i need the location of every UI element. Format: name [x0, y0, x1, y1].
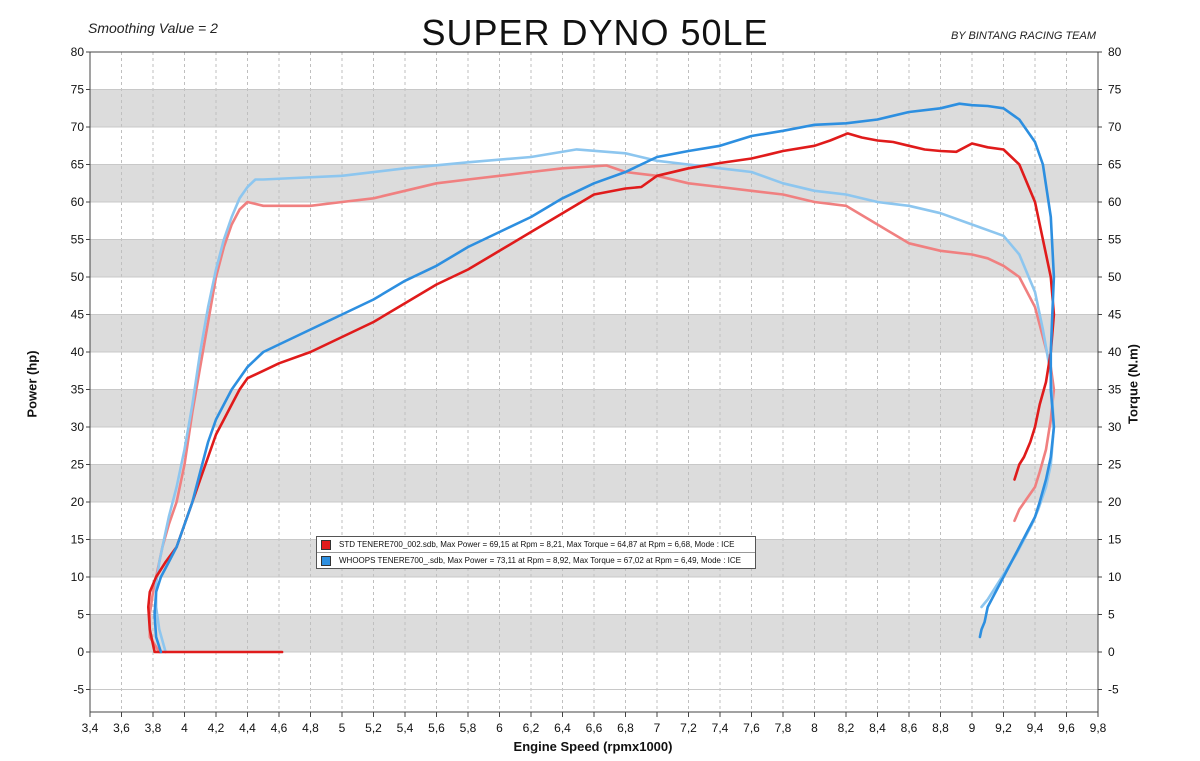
x-tick-label: 3,8 — [145, 721, 162, 735]
legend-swatch-whoops — [321, 555, 331, 566]
y-tick-label-right: 45 — [1108, 308, 1122, 322]
y-tick-label-right: 20 — [1108, 495, 1122, 509]
x-tick-label: 4,8 — [302, 721, 319, 735]
x-tick-label: 3,4 — [82, 721, 99, 735]
x-tick-label: 8,6 — [901, 721, 918, 735]
x-tick-label: 5,4 — [397, 721, 414, 735]
legend-label-whoops: WHOOPS TENERE700_.sdb, Max Power = 73,11… — [339, 556, 741, 565]
x-tick-label: 4,6 — [271, 721, 288, 735]
x-axis-title: Engine Speed (rpmx1000) — [513, 739, 673, 754]
x-tick-label: 9,6 — [1058, 721, 1075, 735]
y-tick-label-right: 60 — [1108, 195, 1122, 209]
whoops-torque-line — [154, 148, 1056, 654]
x-tick-label: 8,8 — [932, 721, 949, 735]
y-tick-label-left: 80 — [71, 45, 85, 59]
y-tick-label-right: 25 — [1108, 458, 1122, 472]
y-tick-label-left: 55 — [71, 233, 85, 247]
x-tick-label: 4 — [181, 721, 188, 735]
x-tick-label: 7,4 — [712, 721, 729, 735]
x-tick-label: 5,8 — [460, 721, 477, 735]
x-tick-label: 6,6 — [586, 721, 603, 735]
y-tick-label-left: 30 — [71, 420, 85, 434]
grid-band — [90, 614, 1098, 652]
y-tick-label-left: 50 — [71, 270, 85, 284]
x-tick-label: 7 — [654, 721, 661, 735]
y-tick-label-left: 25 — [71, 458, 85, 472]
x-tick-label: 4,2 — [208, 721, 225, 735]
y-tick-label-left: 0 — [77, 645, 84, 659]
x-tick-label: 6,2 — [523, 721, 540, 735]
x-tick-label: 5,6 — [428, 721, 445, 735]
y-tick-label-right: -5 — [1108, 683, 1119, 697]
legend-swatch-std — [321, 539, 331, 550]
y-tick-label-left: 45 — [71, 308, 85, 322]
y-tick-label-left: 75 — [71, 83, 85, 97]
x-tick-label: 6,4 — [554, 721, 571, 735]
x-tick-label: 5,2 — [365, 721, 382, 735]
y-tick-label-left: 40 — [71, 345, 85, 359]
y-tick-label-left: 65 — [71, 158, 85, 172]
x-tick-label: 4,4 — [239, 721, 256, 735]
grid-band — [90, 314, 1098, 352]
x-tick-label: 8,4 — [869, 721, 886, 735]
y-tick-label-left: 35 — [71, 383, 85, 397]
y-tick-label-right: 0 — [1108, 645, 1115, 659]
y-tick-label-right: 80 — [1108, 45, 1122, 59]
chart-title: SUPER DYNO 50LE — [421, 12, 769, 53]
y-tick-label-left: 5 — [77, 608, 84, 622]
x-tick-label: 8 — [811, 721, 818, 735]
whoops-power-line — [153, 102, 1056, 654]
y-tick-label-left: 20 — [71, 495, 85, 509]
y-tick-label-left: 15 — [71, 533, 85, 547]
x-tick-label: 8,2 — [838, 721, 855, 735]
x-tick-label: 9,2 — [995, 721, 1012, 735]
x-tick-label: 6 — [496, 721, 503, 735]
x-tick-label: 5 — [339, 721, 346, 735]
x-tick-label: 7,2 — [680, 721, 697, 735]
x-tick-label: 9 — [969, 721, 976, 735]
y-tick-label-left: 10 — [71, 570, 85, 584]
byline: BY BINTANG RACING TEAM — [950, 30, 1096, 42]
smoothing-value: Smoothing Value = 2 — [88, 20, 218, 36]
legend-entry-std: STD TENERE700_002.sdb, Max Power = 69,15… — [317, 537, 755, 552]
legend-entry-whoops: WHOOPS TENERE700_.sdb, Max Power = 73,11… — [317, 552, 755, 568]
x-tick-label: 9,4 — [1027, 721, 1044, 735]
y-tick-label-left: 60 — [71, 195, 85, 209]
y-tick-label-right: 40 — [1108, 345, 1122, 359]
y-tick-label-right: 50 — [1108, 270, 1122, 284]
legend-label-std: STD TENERE700_002.sdb, Max Power = 69,15… — [339, 540, 735, 549]
y-tick-label-left: -5 — [73, 683, 84, 697]
x-tick-label: 3,6 — [113, 721, 130, 735]
y-tick-label-right: 55 — [1108, 233, 1122, 247]
y-tick-label-right: 75 — [1108, 83, 1122, 97]
x-tick-label: 7,6 — [743, 721, 760, 735]
y-tick-label-right: 65 — [1108, 158, 1122, 172]
x-tick-label: 7,8 — [775, 721, 792, 735]
grid-band — [90, 464, 1098, 502]
x-tick-label: 6,8 — [617, 721, 634, 735]
legend: STD TENERE700_002.sdb, Max Power = 69,15… — [316, 536, 756, 569]
y-tick-label-right: 35 — [1108, 383, 1122, 397]
y-tick-label-right: 5 — [1108, 608, 1115, 622]
x-tick-label: 9,8 — [1090, 721, 1107, 735]
y-tick-label-right: 70 — [1108, 120, 1122, 134]
y-tick-label-left: 70 — [71, 120, 85, 134]
y-tick-label-right: 10 — [1108, 570, 1122, 584]
y-axis-title-right: Torque (N.m) — [1125, 344, 1141, 424]
y-tick-label-right: 15 — [1108, 533, 1122, 547]
y-axis-title-left: Power (hp) — [24, 350, 40, 418]
y-tick-label-right: 30 — [1108, 420, 1122, 434]
